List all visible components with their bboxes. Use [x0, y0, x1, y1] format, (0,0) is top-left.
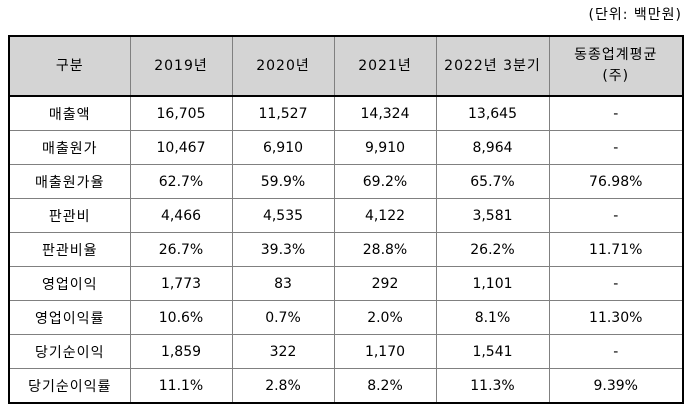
- table-row: 판관비 4,466 4,535 4,122 3,581-: [8, 198, 684, 233]
- value-cell: 8.2%: [333, 368, 437, 404]
- value-cell: 11.1%: [129, 368, 233, 404]
- value-cell: 8,964: [435, 130, 550, 165]
- table-row: 매출원가율 62.7% 59.9% 69.2% 65.7% 76.98%: [8, 164, 684, 199]
- row-label: 매출원가: [8, 130, 131, 165]
- table-row: 판관비율 26.7% 39.3% 28.8% 26.2% 11.71%: [8, 232, 684, 267]
- value-cell: -: [548, 95, 684, 131]
- value-cell: 4,466: [129, 198, 233, 233]
- row-label: 당기순이익: [8, 334, 131, 369]
- value-cell: -: [548, 130, 684, 165]
- value-cell: 26.2%: [435, 232, 550, 267]
- col-header-category: 구분: [8, 35, 131, 97]
- col-header-2020: 2020년: [231, 35, 335, 97]
- col-header-2021: 2021년: [333, 35, 437, 97]
- col-header-2022q3: 2022년 3분기: [435, 35, 550, 97]
- row-label: 판관비: [8, 198, 131, 233]
- value-cell: 69.2%: [333, 164, 437, 199]
- table-header: 구분 2019년 2020년 2021년 2022년 3분기 동종업계평균 (주…: [8, 35, 684, 97]
- value-cell: 292: [333, 266, 437, 301]
- value-cell: 9.39%: [548, 368, 684, 404]
- value-cell: 8.1%: [435, 300, 550, 335]
- value-cell: 11.3%: [435, 368, 550, 404]
- table-row: 매출원가 10,467 6,910 9,910 8,964-: [8, 130, 684, 165]
- table-row: 당기순이익 1,859 322 1,170 1,541-: [8, 334, 684, 369]
- row-label: 영업이익률: [8, 300, 131, 335]
- col-header-2019: 2019년: [129, 35, 233, 97]
- table-row: 영업이익률 10.6% 0.7% 2.0% 8.1% 11.30%: [8, 300, 684, 335]
- value-cell: 0.7%: [231, 300, 335, 335]
- value-cell: -: [548, 198, 684, 233]
- value-cell: 83: [231, 266, 335, 301]
- industry-average-line2: (주): [602, 68, 630, 84]
- value-cell: -: [548, 266, 684, 301]
- value-cell: -: [548, 334, 684, 369]
- value-cell: 13,645: [435, 95, 550, 131]
- unit-label: (단위: 백만원): [588, 7, 682, 23]
- row-label: 매출액: [8, 95, 131, 131]
- value-cell: 1,101: [435, 266, 550, 301]
- value-cell: 65.7%: [435, 164, 550, 199]
- row-label: 판관비율: [8, 232, 131, 267]
- industry-average-line1: 동종업계평균: [574, 47, 658, 63]
- value-cell: 10,467: [129, 130, 233, 165]
- header-row: 구분 2019년 2020년 2021년 2022년 3분기 동종업계평균 (주…: [8, 35, 684, 97]
- value-cell: 1,541: [435, 334, 550, 369]
- row-label: 영업이익: [8, 266, 131, 301]
- value-cell: 11,527: [231, 95, 335, 131]
- value-cell: 1,170: [333, 334, 437, 369]
- col-header-industry-average: 동종업계평균 (주): [548, 35, 684, 97]
- value-cell: 322: [231, 334, 335, 369]
- value-cell: 1,859: [129, 334, 233, 369]
- value-cell: 26.7%: [129, 232, 233, 267]
- value-cell: 76.98%: [548, 164, 684, 199]
- value-cell: 39.3%: [231, 232, 335, 267]
- table-body: 매출액 16,705 11,527 14,324 13,645- 매출원가 10,467 6,…: [8, 95, 684, 404]
- value-cell: 2.0%: [333, 300, 437, 335]
- table-row: 당기순이익률 11.1% 2.8% 8.2% 11.3% 9.39%: [8, 368, 684, 404]
- table-row: 매출액 16,705 11,527 14,324 13,645-: [8, 95, 684, 131]
- value-cell: 59.9%: [231, 164, 335, 199]
- row-label: 매출원가율: [8, 164, 131, 199]
- value-cell: 4,122: [333, 198, 437, 233]
- value-cell: 16,705: [129, 95, 233, 131]
- value-cell: 28.8%: [333, 232, 437, 267]
- value-cell: 62.7%: [129, 164, 233, 199]
- value-cell: 10.6%: [129, 300, 233, 335]
- value-cell: 11.30%: [548, 300, 684, 335]
- value-cell: 9,910: [333, 130, 437, 165]
- value-cell: 3,581: [435, 198, 550, 233]
- value-cell: 2.8%: [231, 368, 335, 404]
- financial-summary-table: 구분 2019년 2020년 2021년 2022년 3분기 동종업계평균 (주…: [8, 35, 684, 404]
- value-cell: 14,324: [333, 95, 437, 131]
- table-row: 영업이익 1,773 83 292 1,101-: [8, 266, 684, 301]
- value-cell: 1,773: [129, 266, 233, 301]
- value-cell: 6,910: [231, 130, 335, 165]
- value-cell: 4,535: [231, 198, 335, 233]
- row-label: 당기순이익률: [8, 368, 131, 404]
- value-cell: 11.71%: [548, 232, 684, 267]
